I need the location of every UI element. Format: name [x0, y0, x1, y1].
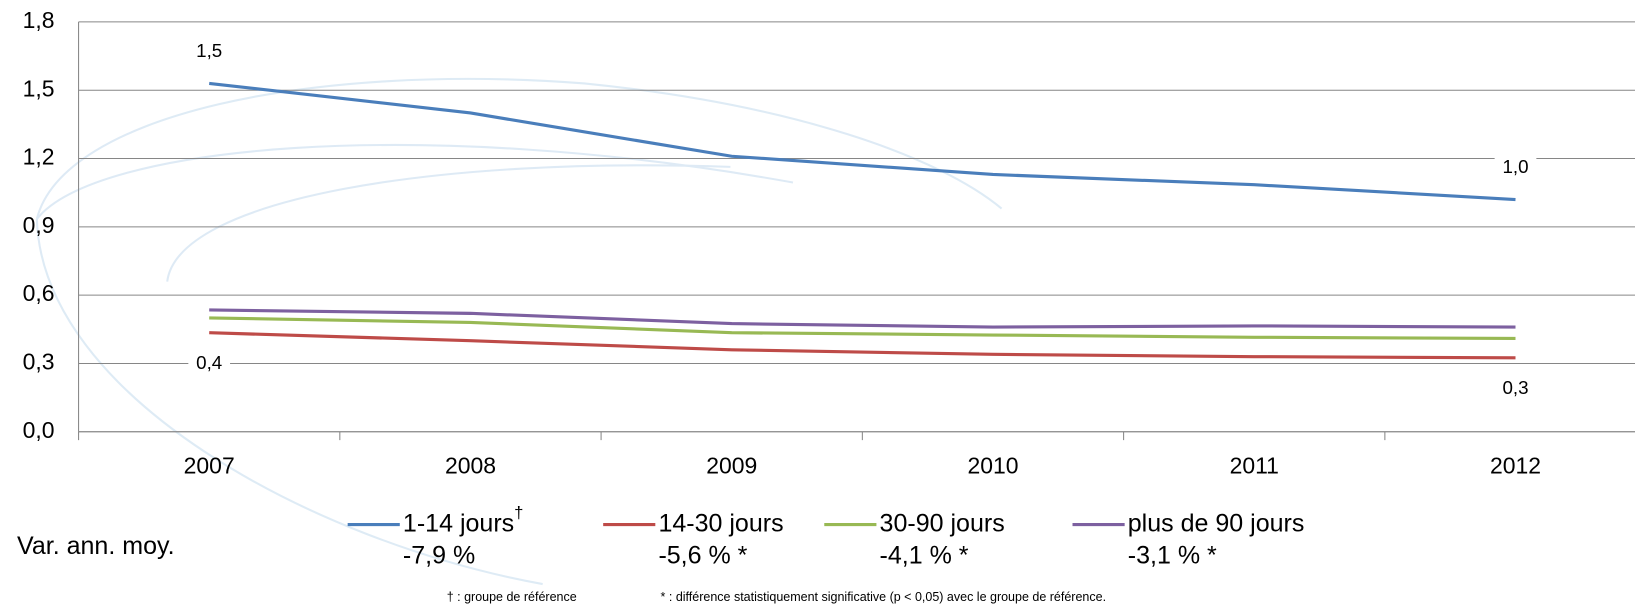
data-label: 0,4	[196, 352, 222, 373]
legend-label: 30-90 jours	[880, 509, 1005, 537]
series-line	[209, 316, 1516, 340]
x-tick-label: 2010	[967, 452, 1018, 478]
legend-name: 30-90 jours	[880, 509, 1005, 537]
series-line	[209, 308, 1516, 329]
footnote: † : groupe de référence	[447, 590, 577, 604]
legend-name: 1-14 jours	[403, 509, 514, 537]
x-tick-label: 2009	[706, 452, 757, 478]
data-label: 1,5	[196, 40, 222, 61]
x-tick-label: 2007	[184, 452, 235, 478]
series-line	[209, 331, 1516, 360]
x-tick-label: 2012	[1490, 452, 1541, 478]
data-label-bg	[188, 38, 231, 66]
legend-name: 14-30 jours	[658, 509, 783, 537]
y-tick-label: 0,9	[23, 212, 55, 238]
y-tick-label: 1,8	[23, 7, 55, 33]
footnote: * : différence statistiquement significa…	[661, 590, 1107, 604]
legend-note: -3,1 % *	[1128, 542, 1217, 570]
legend-note: -4,1 % *	[880, 542, 969, 570]
data-label: 1,0	[1502, 156, 1528, 177]
legend-label: 14-30 jours	[658, 509, 783, 537]
legend-note: -7,9 %	[403, 542, 475, 570]
y-tick-label: 1,2	[23, 144, 55, 170]
legend-title: Var. ann. moy.	[17, 532, 175, 560]
legend-name-mark: †	[514, 504, 523, 523]
series-line	[209, 81, 1516, 202]
x-tick-label: 2008	[445, 452, 496, 478]
legend-note: -5,6 % *	[658, 542, 747, 570]
background-swoosh	[35, 77, 1003, 586]
data-label-bg	[188, 350, 231, 378]
data-label: 0,3	[1502, 377, 1528, 398]
y-tick-label: 0,3	[23, 349, 55, 375]
y-tick-label: 0,0	[23, 417, 55, 443]
y-tick-label: 0,6	[23, 280, 55, 306]
data-label-bg	[1494, 154, 1537, 182]
legend-label: 1-14 jours†	[403, 504, 524, 538]
data-label-bg	[1494, 375, 1537, 403]
y-tick-label: 1,5	[23, 75, 55, 101]
x-tick-label: 2011	[1230, 452, 1279, 478]
legend-label: plus de 90 jours	[1128, 509, 1305, 537]
legend-name: plus de 90 jours	[1128, 509, 1305, 537]
